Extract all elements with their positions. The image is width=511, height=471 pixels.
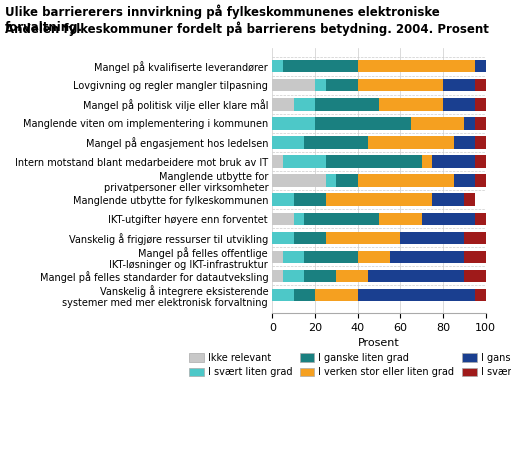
Bar	[475, 98, 485, 111]
Bar	[294, 289, 315, 301]
Bar	[272, 232, 294, 244]
Bar	[294, 212, 304, 225]
Bar	[358, 174, 454, 187]
Bar	[326, 194, 432, 206]
Bar	[294, 232, 326, 244]
Bar	[358, 60, 475, 73]
Bar	[358, 289, 475, 301]
Bar	[422, 212, 475, 225]
X-axis label: Prosent: Prosent	[358, 339, 400, 349]
Text: Ulike barriererers innvirkning på fylkeskommunenes elektroniske forvaltning.: Ulike barriererers innvirkning på fylkes…	[5, 5, 440, 34]
Bar	[464, 117, 475, 130]
Bar	[283, 155, 326, 168]
Bar	[315, 117, 411, 130]
Bar	[315, 289, 358, 301]
Bar	[272, 79, 315, 91]
Bar	[283, 60, 358, 73]
Bar	[389, 251, 464, 263]
Bar	[443, 79, 475, 91]
Bar	[272, 270, 283, 282]
Bar	[326, 174, 336, 187]
Bar	[475, 174, 485, 187]
Bar	[272, 98, 294, 111]
Bar	[422, 155, 432, 168]
Bar	[272, 60, 283, 73]
Bar	[400, 232, 464, 244]
Bar	[379, 98, 443, 111]
Bar	[432, 194, 464, 206]
Bar	[326, 232, 400, 244]
Bar	[272, 289, 294, 301]
Bar	[272, 117, 315, 130]
Bar	[464, 251, 485, 263]
Bar	[475, 79, 485, 91]
Bar	[283, 270, 304, 282]
Bar	[326, 79, 358, 91]
Bar	[304, 212, 379, 225]
Bar	[272, 136, 304, 149]
Bar	[464, 232, 485, 244]
Bar	[454, 174, 475, 187]
Bar	[475, 155, 485, 168]
Bar	[475, 136, 485, 149]
Bar	[336, 174, 358, 187]
Bar	[272, 174, 326, 187]
Bar	[379, 212, 422, 225]
Bar	[272, 251, 283, 263]
Bar	[326, 155, 422, 168]
Bar	[464, 194, 475, 206]
Bar	[443, 98, 475, 111]
Bar	[272, 155, 283, 168]
Bar	[432, 155, 475, 168]
Bar	[454, 136, 475, 149]
Bar	[315, 79, 326, 91]
Bar	[475, 117, 485, 130]
Bar	[464, 270, 485, 282]
Bar	[294, 194, 326, 206]
Bar	[368, 270, 464, 282]
Bar	[358, 251, 389, 263]
Bar	[475, 212, 485, 225]
Legend: Ikke relevant, I svært liten grad, I ganske liten grad, I verken stor eller lite: Ikke relevant, I svært liten grad, I gan…	[189, 352, 511, 377]
Bar	[336, 270, 368, 282]
Bar	[304, 136, 368, 149]
Text: Andelen fylkeskommuner fordelt på barrierens betydning. 2004. Prosent: Andelen fylkeskommuner fordelt på barrie…	[5, 21, 489, 36]
Bar	[368, 136, 454, 149]
Bar	[475, 289, 485, 301]
Bar	[283, 251, 304, 263]
Bar	[411, 117, 464, 130]
Bar	[315, 98, 379, 111]
Bar	[358, 79, 443, 91]
Bar	[475, 60, 485, 73]
Bar	[294, 98, 315, 111]
Bar	[272, 212, 294, 225]
Bar	[304, 251, 358, 263]
Bar	[304, 270, 336, 282]
Bar	[272, 194, 294, 206]
